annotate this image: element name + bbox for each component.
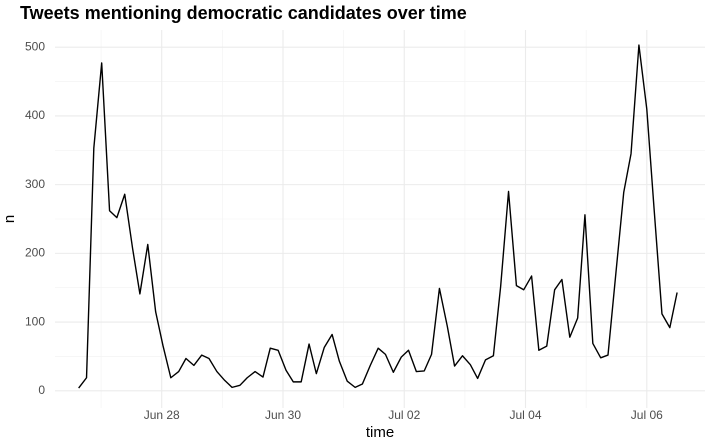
y-axis-label: n [1, 215, 18, 223]
x-tick-label: Jun 28 [144, 408, 180, 422]
y-tick-label: 0 [38, 383, 45, 397]
x-tick-label: Jun 30 [265, 408, 301, 422]
x-axis-label: time [366, 424, 394, 441]
y-tick-label: 500 [25, 39, 45, 53]
x-tick-label: Jul 02 [388, 408, 420, 422]
x-tick-label: Jul 04 [510, 408, 542, 422]
y-tick-label: 300 [25, 177, 45, 191]
chart-title: Tweets mentioning democratic candidates … [20, 3, 467, 23]
y-tick-label: 400 [25, 108, 45, 122]
line [78, 44, 678, 389]
y-tick-label: 100 [25, 314, 45, 328]
y-tick-label: 200 [25, 246, 45, 260]
x-tick-label: Jul 06 [631, 408, 663, 422]
